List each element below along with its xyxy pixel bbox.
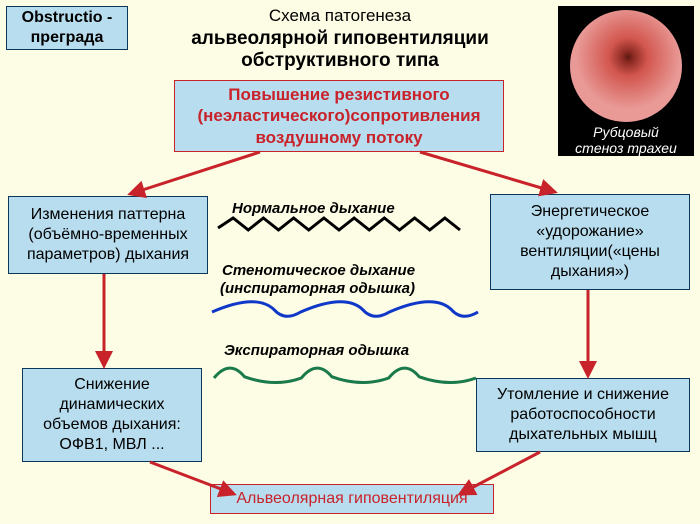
- corner-line2: преграда: [31, 28, 104, 48]
- box-left2-line3: объемов дыхания:: [43, 415, 181, 435]
- trachea-caption-line1: Рубцовый: [558, 124, 694, 140]
- box-bottom: Альвеолярная гиповентиляция: [210, 484, 494, 514]
- trachea-caption-line2: стеноз трахеи: [558, 140, 694, 156]
- title-main-line1: альвеолярной гиповентиляции: [160, 28, 520, 50]
- box-left2-line4: ОФВ1, МВЛ ...: [59, 435, 164, 455]
- corner-definition-box: Obstructio -преграда: [6, 6, 128, 50]
- box-right1-line2: «удорожание»: [536, 222, 643, 242]
- wave-label-expir: Экспираторная одышка: [224, 342, 409, 359]
- box-top-line1: Повышение резистивного: [228, 84, 449, 105]
- box-right1-line3: вентиляции(«цены: [520, 242, 660, 262]
- box-right2-line3: дыхательных мышц: [509, 425, 657, 445]
- box-bottom-line1: Альвеолярная гиповентиляция: [236, 489, 467, 509]
- wave-label-stenotic1: Стенотическое дыхание: [222, 262, 415, 279]
- box-left1-line2: (объёмно-временных: [28, 225, 187, 245]
- trachea-caption: Рубцовыйстеноз трахеи: [558, 124, 694, 156]
- wave-label-stenotic2: (инспираторная одышка): [220, 280, 415, 297]
- box-top-line2: (неэластического)сопротивления: [197, 105, 480, 126]
- box-top: Повышение резистивного(неэластического)с…: [174, 80, 504, 152]
- title-main: альвеолярной гиповентиляцииобструктивног…: [160, 28, 520, 72]
- box-left2-line1: Снижение: [74, 375, 150, 395]
- title-main-line2: обструктивного типа: [160, 50, 520, 72]
- box-left1-line1: Изменения паттерна: [31, 205, 186, 225]
- wave-label-normal: Нормальное дыхание: [232, 200, 395, 217]
- corner-line1: Obstructio -: [22, 8, 113, 28]
- box-right2-line2: работоспособности: [510, 405, 655, 425]
- box-right1-line1: Энергетическое: [531, 202, 649, 222]
- box-left2: Снижениединамическихобъемов дыхания:ОФВ1…: [22, 368, 202, 462]
- trachea-image-panel: Рубцовыйстеноз трахеи: [558, 6, 694, 156]
- box-top-line3: воздушному потоку: [255, 127, 422, 148]
- box-right1: Энергетическое«удорожание»вентиляции(«це…: [490, 194, 690, 290]
- trachea-image-icon: [570, 10, 682, 122]
- box-left1-line3: параметров) дыхания: [27, 245, 189, 265]
- box-left2-line2: динамических: [59, 395, 164, 415]
- box-right2: Утомление и снижениеработоспособностидых…: [476, 378, 690, 452]
- title-supertitle: Схема патогенеза: [160, 6, 520, 26]
- box-left1: Изменения паттерна(объёмно-временныхпара…: [8, 196, 208, 274]
- box-right2-line1: Утомление и снижение: [497, 385, 669, 405]
- box-right1-line4: дыхания»): [551, 262, 629, 282]
